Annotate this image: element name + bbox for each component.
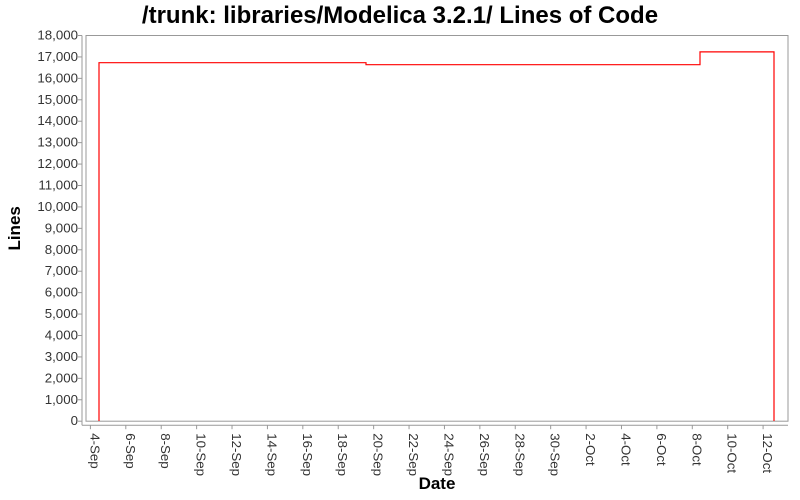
- svg-text:18,000: 18,000: [37, 28, 78, 43]
- svg-text:22-Sep: 22-Sep: [406, 433, 421, 476]
- svg-text:20-Sep: 20-Sep: [371, 433, 386, 476]
- svg-text:15,000: 15,000: [37, 92, 78, 107]
- svg-text:16-Sep: 16-Sep: [300, 433, 315, 476]
- svg-text:3,000: 3,000: [45, 349, 78, 364]
- svg-text:26-Sep: 26-Sep: [477, 433, 492, 476]
- svg-text:2-Oct: 2-Oct: [583, 433, 598, 466]
- svg-text:8,000: 8,000: [45, 242, 78, 257]
- svg-text:2,000: 2,000: [45, 370, 78, 385]
- svg-text:Lines: Lines: [5, 206, 24, 250]
- svg-text:11,000: 11,000: [38, 177, 78, 192]
- svg-text:14-Sep: 14-Sep: [264, 433, 279, 476]
- svg-text:6-Sep: 6-Sep: [123, 433, 138, 468]
- svg-text:6,000: 6,000: [45, 285, 78, 300]
- svg-text:8-Sep: 8-Sep: [158, 433, 173, 468]
- svg-text:6-Oct: 6-Oct: [654, 433, 669, 466]
- svg-text:4,000: 4,000: [45, 327, 78, 342]
- svg-text:28-Sep: 28-Sep: [512, 433, 527, 476]
- svg-text:8-Oct: 8-Oct: [689, 433, 704, 466]
- svg-text:18-Sep: 18-Sep: [335, 433, 350, 476]
- svg-text:30-Sep: 30-Sep: [548, 433, 563, 476]
- svg-text:1,000: 1,000: [45, 392, 78, 407]
- svg-text:10-Sep: 10-Sep: [194, 433, 209, 476]
- svg-text:Date: Date: [419, 474, 456, 493]
- svg-text:10,000: 10,000: [37, 199, 78, 214]
- svg-text:5,000: 5,000: [45, 306, 78, 321]
- svg-text:12-Sep: 12-Sep: [229, 433, 244, 476]
- svg-text:14,000: 14,000: [37, 113, 78, 128]
- svg-text:0: 0: [71, 413, 78, 428]
- svg-text:4-Sep: 4-Sep: [87, 433, 102, 468]
- svg-text:12,000: 12,000: [37, 156, 78, 171]
- svg-text:13,000: 13,000: [37, 135, 78, 150]
- svg-text:10-Oct: 10-Oct: [725, 433, 740, 473]
- svg-text:9,000: 9,000: [45, 220, 78, 235]
- svg-text:4-Oct: 4-Oct: [618, 433, 633, 466]
- svg-text:12-Oct: 12-Oct: [760, 433, 775, 473]
- svg-text:17,000: 17,000: [37, 49, 78, 64]
- svg-text:24-Sep: 24-Sep: [441, 433, 456, 476]
- svg-text:16,000: 16,000: [37, 70, 78, 85]
- svg-text:7,000: 7,000: [45, 263, 78, 278]
